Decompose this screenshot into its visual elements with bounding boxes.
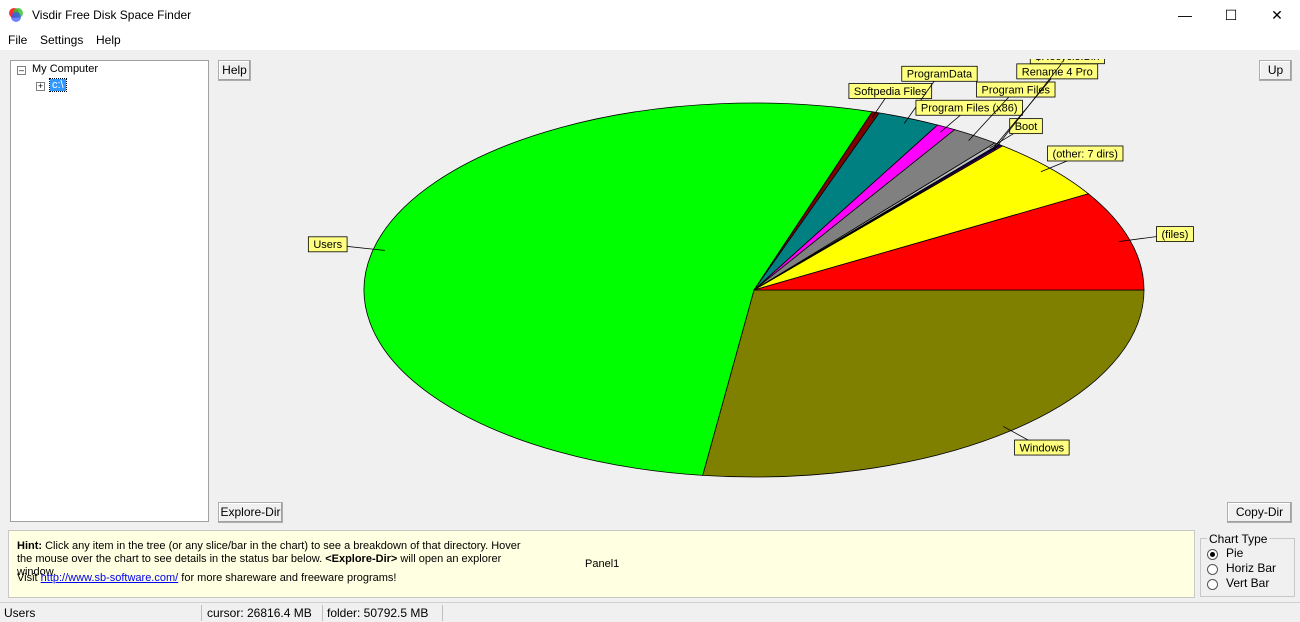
radio-label[interactable]: Horiz Bar — [1226, 561, 1277, 575]
hint-body: Click any item in the tree (or any slice… — [17, 540, 521, 565]
explore-dir-button[interactable]: Explore-Dir — [218, 502, 283, 523]
label-box — [1029, 59, 1105, 65]
radio-button[interactable] — [1207, 549, 1218, 560]
radio-label[interactable]: Pie — [1226, 546, 1244, 560]
label-text: Softpedia Files — [854, 86, 927, 98]
label-box — [1014, 439, 1070, 456]
leader-line — [993, 59, 1066, 151]
chart-panel: Windows Users Softpedia Files ProgramData Pr… — [217, 59, 1292, 523]
hint-label: Hint: — [17, 540, 43, 552]
slice-label: (files) — [1118, 226, 1194, 243]
label-text: ProgramData — [907, 69, 973, 81]
hint-bold: <Explore-Dir> — [325, 553, 398, 565]
window-title: Visdir Free Disk Space Finder — [32, 8, 192, 22]
maximize-button[interactable]: ☐ — [1224, 7, 1238, 23]
status-folder: folder: 50792.5 MB — [323, 605, 443, 621]
pie-chart: Windows Users Softpedia Files ProgramData Pr… — [307, 59, 1194, 478]
radio-button[interactable] — [1207, 579, 1218, 590]
label-box — [976, 81, 1056, 98]
slice-label: Rename 4 Pro — [992, 63, 1099, 150]
label-box — [1009, 118, 1043, 135]
status-item: Users — [0, 605, 202, 621]
slice-label: (other: 7 dirs) — [1040, 145, 1124, 173]
visit-label: Visit — [17, 572, 38, 584]
slice-label: $Recycle.Bin — [993, 59, 1105, 151]
copy-dir-button[interactable]: Copy-Dir — [1227, 502, 1292, 523]
label-text: Rename 4 Pro — [1022, 66, 1093, 78]
hint-panel: Hint: Click any item in the tree (or any… — [8, 530, 1195, 598]
chart-type-group: Chart Type Pie Horiz Bar Vert Bar — [1200, 532, 1295, 597]
menu-item[interactable]: Settings — [40, 33, 84, 47]
hint-body: will open an explorer window. — [17, 553, 502, 578]
menu-bar: File Settings Help — [0, 31, 1300, 50]
leader-line — [903, 73, 940, 124]
slice-label: Windows — [1003, 426, 1070, 456]
label-box — [1047, 145, 1124, 162]
slice-label: Program Files — [968, 81, 1056, 141]
website-link[interactable]: http://www.sb-software.com/ — [40, 572, 179, 584]
visit-body: for more shareware and freeware programs… — [181, 572, 397, 584]
radio-dot — [1210, 552, 1215, 557]
label-text: (files) — [1162, 229, 1189, 241]
slice-label: Softpedia Files — [848, 83, 933, 118]
menu-item[interactable]: Help — [96, 33, 121, 47]
tree-node[interactable]: c:\ — [49, 78, 67, 92]
title-bar: Visdir Free Disk Space Finder — ☐ ✕ — [0, 0, 1300, 31]
hint-text: Hint: Click any item in the tree (or any… — [17, 540, 537, 579]
slice-label: ProgramData — [901, 65, 978, 124]
label-text: Program Files (x86) — [921, 103, 1018, 115]
label-text: Program Files — [982, 84, 1051, 96]
panel-label: Panel1 — [585, 558, 620, 570]
label-text: Windows — [1020, 442, 1065, 454]
slice-label: Users — [307, 236, 385, 253]
minimize-button[interactable]: — — [1178, 7, 1192, 23]
pie-slice — [702, 289, 1145, 478]
label-text: Boot — [1015, 121, 1038, 133]
visit-text: Visit http://www.sb-software.com/ for mo… — [17, 572, 396, 584]
slice-label: Boot — [989, 118, 1043, 149]
label-text: Users — [313, 239, 342, 251]
menu-item[interactable]: File — [8, 33, 28, 47]
radio-button[interactable] — [1207, 564, 1218, 575]
status-bar: Users cursor: 26816.4 MB folder: 50792.5… — [0, 602, 1300, 622]
leader-line — [968, 89, 1017, 141]
label-text: $Recycle.Bin — [1035, 59, 1099, 63]
expand-icon[interactable]: + — [36, 81, 45, 91]
label-box — [307, 236, 348, 253]
app-icon — [9, 8, 23, 22]
label-box — [848, 83, 933, 99]
label-box — [901, 65, 978, 82]
label-text: (other: 7 dirs) — [1053, 148, 1118, 160]
up-button[interactable]: Up — [1259, 60, 1292, 81]
close-button[interactable]: ✕ — [1271, 7, 1283, 23]
group-title: Chart Type — [1207, 532, 1270, 546]
label-box — [1156, 226, 1194, 243]
help-button[interactable]: Help — [218, 60, 251, 81]
folder-tree: – My Computer + c:\ — [10, 60, 209, 522]
collapse-icon[interactable]: – — [17, 65, 26, 75]
radio-label[interactable]: Vert Bar — [1226, 576, 1270, 590]
status-cursor: cursor: 26816.4 MB — [203, 605, 323, 621]
tree-root[interactable]: My Computer — [32, 63, 99, 75]
